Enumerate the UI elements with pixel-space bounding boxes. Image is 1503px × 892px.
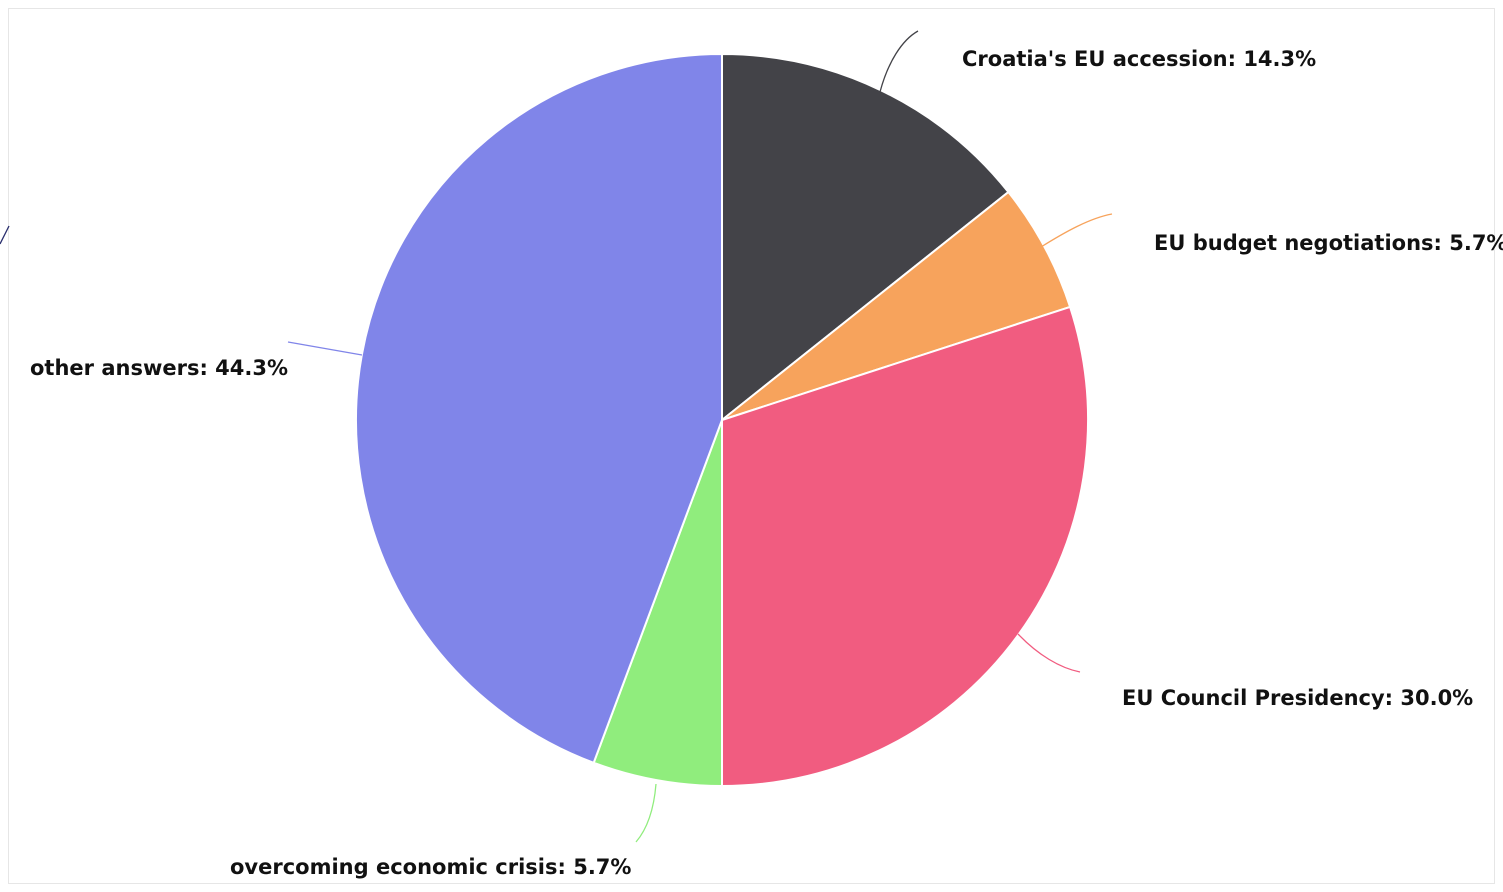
- data-label-eu-council-presidency: EU Council Presidency: 30.0%: [1122, 686, 1473, 710]
- pie-slice-eu-council-presidency[interactable]: [721, 305, 1089, 787]
- pie-slice-eu-budget-negotiations[interactable]: [721, 191, 1072, 421]
- connector-eu-council-presidency: [1017, 633, 1081, 673]
- connector-eu-budget-negotiations: [1040, 213, 1113, 248]
- slice-labels: Croatia's EU accession: 14.3% EU budget n…: [30, 47, 1503, 879]
- data-label-croatia-s-eu-accession: Croatia's EU accession: 14.3%: [962, 47, 1316, 71]
- data-label-eu-budget-negotiations: EU budget negotiations: 5.7%: [1154, 231, 1503, 255]
- pie-slices: [354, 53, 1089, 787]
- connector-other-answers: [287, 341, 363, 356]
- pie-slice-overcoming-economic-crisis[interactable]: [592, 419, 723, 787]
- stray-connector-mark: [0, 225, 10, 245]
- connector-overcoming-economic-crisis: [635, 783, 657, 843]
- connector-croatia-s-eu-accession: [879, 30, 919, 93]
- data-label-other-answers: other answers: 44.3%: [30, 356, 288, 380]
- data-label-overcoming-economic-crisis: overcoming economic crisis: 5.7%: [230, 855, 631, 879]
- chart-frame: [8, 8, 1495, 884]
- label-connectors: [287, 30, 1113, 843]
